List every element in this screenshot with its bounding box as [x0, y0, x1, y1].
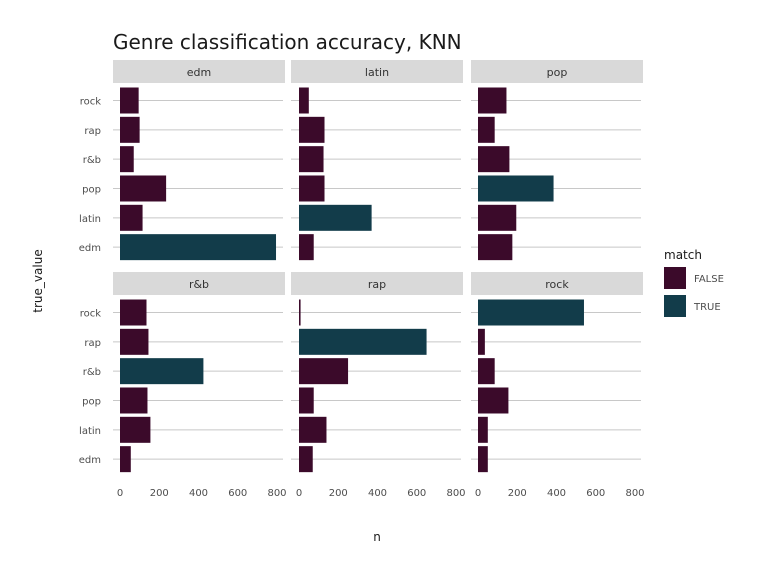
- bar-edm-rap: [120, 116, 140, 143]
- y-axis-title: true_value: [31, 249, 45, 312]
- x-tick-label: 0: [117, 488, 123, 499]
- x-tick-label: 800: [625, 488, 644, 499]
- y-tick-label: pop: [82, 396, 101, 407]
- facet-strip: [471, 60, 643, 83]
- legend-label-true: TRUE: [693, 302, 721, 313]
- bar-pop-latin: [478, 204, 517, 231]
- bar-latin-rap: [299, 116, 325, 143]
- facet-strip-label: latin: [365, 66, 389, 79]
- facet-strip: [113, 60, 285, 83]
- x-tick-label: 400: [547, 488, 566, 499]
- y-tick-label: latin: [79, 214, 101, 225]
- x-axis-title: n: [373, 530, 381, 544]
- facet-panel-rap: rap 0 200 400 600 800: [291, 272, 466, 499]
- bar-rap-rap: [299, 328, 427, 355]
- bar-pop-rock: [478, 87, 507, 114]
- y-tick-label: rock: [80, 97, 102, 108]
- bar-edm-pop: [120, 175, 167, 202]
- bar-rock-randb: [478, 358, 495, 385]
- y-tick-label: r&b: [83, 367, 101, 378]
- legend-key-false: [664, 267, 686, 289]
- facet-strip: [291, 272, 463, 295]
- bar-edm-latin: [120, 204, 143, 231]
- x-tick-label: 0: [296, 488, 302, 499]
- y-tick-label: latin: [79, 426, 101, 437]
- x-tick-label: 200: [508, 488, 527, 499]
- facet-panel-edm: edm rock rap r&b pop latin edm: [79, 60, 285, 261]
- facet-strip-label: rap: [368, 278, 386, 291]
- facet-strip-label: rock: [545, 278, 569, 291]
- y-tick-label: rock: [80, 309, 102, 320]
- x-tick-label: 400: [189, 488, 208, 499]
- bar-rap-randb: [299, 358, 349, 385]
- facet-panel-randb: r&b rock rap r&b pop latin edm 0 200 400 600 800: [79, 272, 287, 499]
- bar-rap-edm: [299, 446, 313, 473]
- legend-title: match: [664, 248, 702, 262]
- facet-panel-rock: rock 0 200 400 600 800: [471, 272, 645, 499]
- y-tick-label: rap: [84, 338, 101, 349]
- bar-randb-randb: [120, 358, 204, 385]
- chart-title: Genre classification accuracy, KNN: [113, 30, 462, 54]
- bar-edm-edm: [120, 234, 277, 261]
- bar-randb-rap: [120, 328, 149, 355]
- x-tick-label: 200: [150, 488, 169, 499]
- x-tick-label: 800: [267, 488, 286, 499]
- bar-edm-rock: [120, 87, 139, 114]
- bar-randb-rock: [120, 299, 147, 326]
- facet-strip: [113, 272, 285, 295]
- bar-rap-latin: [299, 416, 327, 443]
- bar-rap-pop: [299, 387, 314, 414]
- bar-edm-randb: [120, 146, 134, 173]
- legend: match FALSE TRUE: [664, 248, 724, 317]
- bar-rock-pop: [478, 387, 509, 414]
- legend-key-true: [664, 295, 686, 317]
- x-tick-label: 800: [446, 488, 465, 499]
- bar-latin-edm: [299, 234, 314, 261]
- bar-latin-rock: [299, 87, 309, 114]
- x-tick-label: 200: [329, 488, 348, 499]
- bar-rock-edm: [478, 446, 488, 473]
- y-tick-label: edm: [79, 243, 101, 254]
- y-tick-label: r&b: [83, 155, 101, 166]
- bar-randb-latin: [120, 416, 151, 443]
- facet-strip: [291, 60, 463, 83]
- facet-strip-label: r&b: [189, 278, 209, 291]
- bar-randb-edm: [120, 446, 131, 473]
- bar-rock-rap: [478, 328, 485, 355]
- bar-pop-rap: [478, 116, 495, 143]
- facet-strip: [471, 272, 643, 295]
- facet-strip-label: edm: [187, 66, 211, 79]
- facet-panel-pop: pop: [471, 60, 643, 261]
- x-tick-label: 600: [407, 488, 426, 499]
- y-tick-label: rap: [84, 126, 101, 137]
- bar-latin-pop: [299, 175, 325, 202]
- facet-panel-latin: latin: [291, 60, 463, 261]
- bar-rap-rock: [299, 299, 301, 326]
- bar-pop-randb: [478, 146, 510, 173]
- x-tick-label: 600: [228, 488, 247, 499]
- legend-label-false: FALSE: [694, 274, 724, 285]
- x-tick-label: 400: [368, 488, 387, 499]
- bar-pop-edm: [478, 234, 513, 261]
- facet-strip-label: pop: [547, 66, 568, 79]
- x-tick-label: 600: [586, 488, 605, 499]
- bar-pop-pop: [478, 175, 554, 202]
- bar-randb-pop: [120, 387, 148, 414]
- bar-rock-rock: [478, 299, 584, 326]
- x-tick-label: 0: [475, 488, 481, 499]
- bar-latin-latin: [299, 204, 372, 231]
- bar-rock-latin: [478, 416, 488, 443]
- y-tick-label: pop: [82, 184, 101, 195]
- bar-latin-randb: [299, 146, 324, 173]
- y-tick-label: edm: [79, 455, 101, 466]
